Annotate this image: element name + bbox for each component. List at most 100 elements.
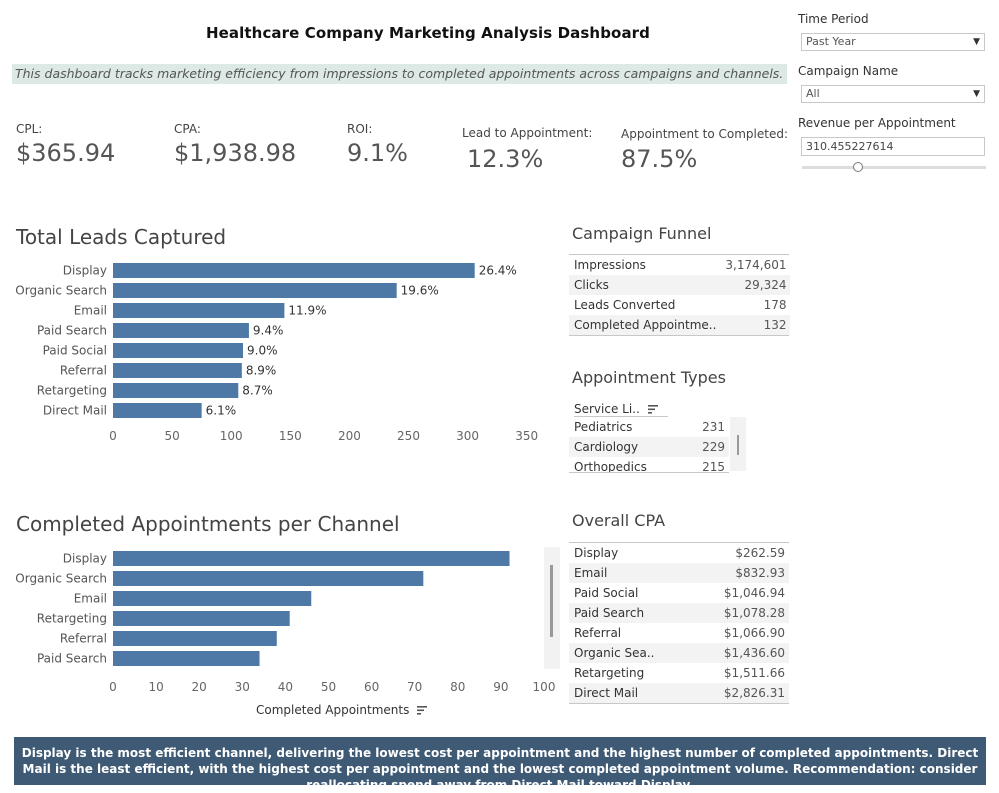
service-line-value: 231 — [684, 417, 729, 437]
funnel-value: 3,174,601 — [720, 255, 791, 275]
table-row[interactable]: Referral $1,066.90 — [569, 623, 789, 643]
x-tick-label: 10 — [148, 680, 163, 694]
table-row[interactable]: Leads Converted 178 — [569, 295, 791, 315]
summary-banner: Display is the most efficient channel, d… — [14, 737, 986, 792]
bar[interactable] — [113, 343, 244, 358]
table-row[interactable]: Email $832.93 — [569, 563, 789, 583]
x-tick-label: 30 — [235, 680, 250, 694]
service-line-value: 229 — [684, 437, 729, 457]
bar[interactable] — [113, 551, 510, 566]
bar[interactable] — [113, 591, 312, 606]
data-label: 9.0% — [247, 344, 278, 358]
funnel-label: Leads Converted — [569, 295, 721, 315]
bar[interactable] — [113, 383, 239, 398]
category-label: Paid Search — [37, 324, 107, 338]
revenue-per-appointment-input[interactable]: 310.455227614 — [801, 137, 985, 156]
data-label: 8.9% — [246, 364, 277, 378]
service-line-label: Orthopedics — [569, 457, 685, 472]
cpa-value: $2,826.31 — [692, 683, 789, 703]
table-row[interactable]: Display $262.59 — [569, 543, 789, 563]
appointment-types-title: Appointment Types — [572, 368, 726, 387]
funnel-value: 178 — [720, 295, 791, 315]
category-label: Email — [74, 304, 107, 318]
bar[interactable] — [113, 323, 249, 338]
category-label: Organic Search — [15, 284, 107, 298]
table-row[interactable]: Impressions 3,174,601 — [569, 255, 791, 275]
x-tick-label: 50 — [164, 429, 179, 443]
revenue-slider-thumb[interactable] — [853, 162, 863, 172]
appointments-chart-title: Completed Appointments per Channel — [16, 512, 400, 536]
x-tick-label: 40 — [278, 680, 293, 694]
table-row[interactable]: Completed Appointme.. 132 — [569, 315, 791, 335]
overall-cpa-title: Overall CPA — [572, 511, 666, 530]
data-label: 8.7% — [242, 384, 272, 398]
table-row[interactable]: Pediatrics 231 — [569, 417, 729, 437]
leads-chart-title: Total Leads Captured — [16, 225, 227, 249]
x-tick-label: 80 — [450, 680, 465, 694]
x-axis-label: Completed Appointments — [256, 703, 410, 717]
service-line-column-header[interactable]: Service Li.. — [574, 402, 668, 417]
bar[interactable] — [113, 283, 397, 298]
chart-scrollbar-thumb[interactable] — [550, 565, 553, 637]
appointments-x-axis-title[interactable]: Completed Appointments — [256, 703, 428, 717]
table-row[interactable]: Cardiology 229 — [569, 437, 729, 457]
bar[interactable] — [113, 263, 475, 278]
category-label: Organic Search — [15, 572, 107, 586]
table-row[interactable]: Organic Sea.. $1,436.60 — [569, 643, 789, 663]
bar[interactable] — [113, 363, 242, 378]
bar[interactable] — [113, 631, 277, 646]
table-scrollbar-thumb[interactable] — [737, 435, 739, 455]
time-period-value: Past Year — [806, 35, 856, 48]
overall-cpa-table: Display $262.59 Email $832.93 Paid Social $… — [569, 542, 789, 704]
cpa-value: $1,078.28 — [692, 603, 789, 623]
x-tick-label: 100 — [220, 429, 243, 443]
x-tick-label: 70 — [407, 680, 422, 694]
category-label: Direct Mail — [43, 404, 107, 418]
data-label: 11.9% — [288, 304, 326, 318]
bar[interactable] — [113, 403, 202, 418]
table-row[interactable]: Orthopedics 215 — [569, 457, 729, 472]
bar[interactable] — [113, 611, 290, 626]
table-scrollbar-track[interactable] — [730, 417, 746, 471]
revenue-slider-track[interactable] — [802, 166, 986, 169]
cpa-channel: Paid Social — [569, 583, 693, 603]
kpi-appointment-to-completed-label: Appointment to Completed: — [621, 127, 788, 141]
service-line-label: Cardiology — [569, 437, 685, 457]
x-tick-label: 90 — [493, 680, 508, 694]
bar[interactable] — [113, 571, 424, 586]
category-label: Retargeting — [37, 612, 107, 626]
category-label: Paid Social — [43, 344, 107, 358]
cpa-channel: Retargeting — [569, 663, 693, 683]
cpa-value: $1,066.90 — [692, 623, 789, 643]
table-row[interactable]: Paid Search $1,078.28 — [569, 603, 789, 623]
funnel-label: Impressions — [569, 255, 721, 275]
table-row[interactable]: Clicks 29,324 — [569, 275, 791, 295]
x-tick-label: 0 — [109, 680, 117, 694]
x-tick-label: 350 — [515, 429, 538, 443]
sort-icon[interactable] — [417, 706, 428, 715]
cpa-channel: Organic Sea.. — [569, 643, 693, 663]
service-line-label: Pediatrics — [569, 417, 685, 437]
x-tick-label: 100 — [533, 680, 556, 694]
kpi-cpa-label: CPA: — [174, 122, 201, 136]
table-row[interactable]: Direct Mail $2,826.31 — [569, 683, 789, 703]
x-tick-label: 0 — [109, 429, 117, 443]
table-row[interactable]: Retargeting $1,511.66 — [569, 663, 789, 683]
funnel-label: Clicks — [569, 275, 721, 295]
campaign-funnel-title: Campaign Funnel — [572, 224, 712, 243]
table-row[interactable]: Paid Social $1,046.94 — [569, 583, 789, 603]
data-label: 19.6% — [401, 284, 439, 298]
campaign-name-dropdown[interactable]: All ▼ — [801, 85, 985, 103]
category-label: Referral — [60, 364, 107, 378]
kpi-cpa-value: $1,938.98 — [174, 139, 297, 167]
x-tick-label: 300 — [456, 429, 479, 443]
chart-scrollbar-track[interactable] — [544, 547, 560, 669]
time-period-label: Time Period — [798, 12, 869, 26]
time-period-dropdown[interactable]: Past Year ▼ — [801, 33, 985, 51]
bar[interactable] — [113, 651, 260, 666]
x-tick-label: 250 — [397, 429, 420, 443]
kpi-cpl-value: $365.94 — [16, 139, 116, 167]
kpi-lead-to-appointment-label: Lead to Appointment: — [462, 126, 593, 140]
bar[interactable] — [113, 303, 285, 318]
sort-icon[interactable] — [647, 405, 658, 414]
